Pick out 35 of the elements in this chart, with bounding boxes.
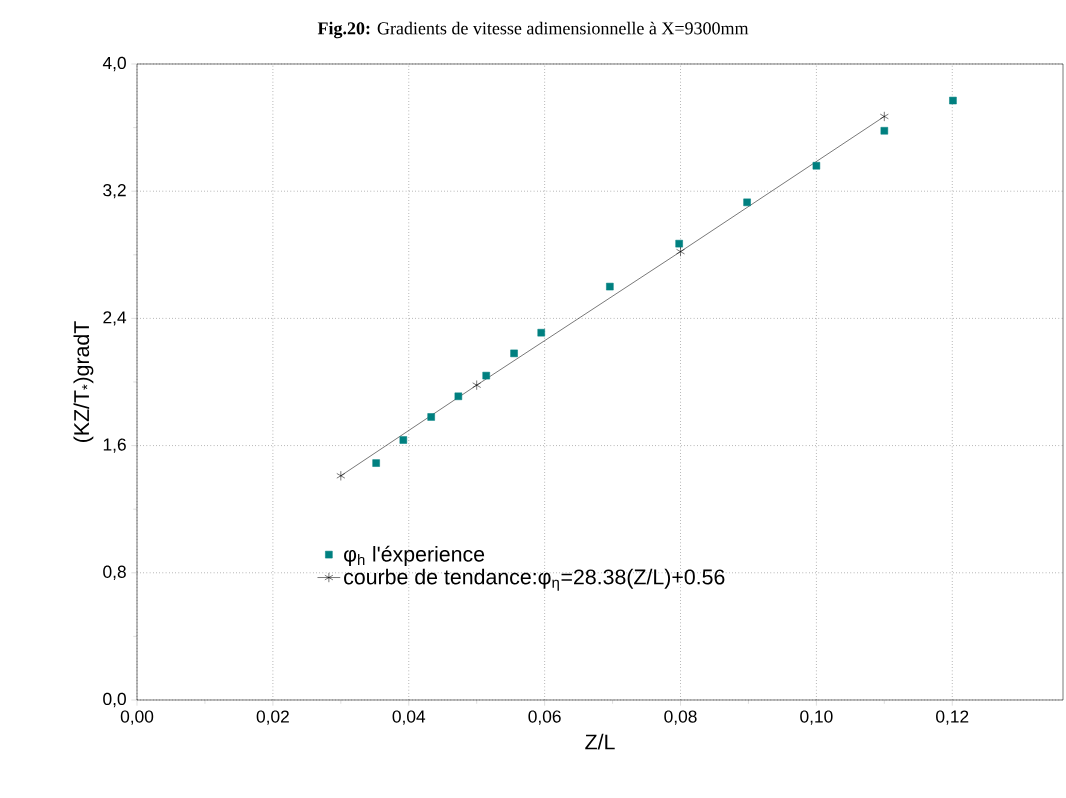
y-tick-label: 0,0 — [103, 692, 126, 708]
point — [454, 392, 463, 401]
x-tick-label: 0,06 — [528, 710, 561, 725]
point — [880, 127, 889, 135]
y-tick-label: 4,0 — [102, 56, 126, 72]
point — [472, 380, 482, 391]
y-tick-label: 2,4 — [103, 311, 127, 326]
legend-label: courbe de tendance:φ$_{η}$=28.38(Z/L)+0.56 — [344, 568, 725, 591]
legend-label: φ$_{h}$ l'éxperience — [344, 545, 485, 566]
y-axis-title: (KZ/T$_{*}$)gradT — [73, 321, 94, 442]
y-tick-label: 3,2 — [103, 184, 126, 199]
x-tick-label: 0,12 — [936, 710, 969, 725]
x-axis-title: Z/L — [585, 733, 615, 750]
point — [399, 436, 408, 444]
point — [482, 371, 490, 380]
point — [675, 239, 683, 248]
point — [676, 246, 685, 257]
y-tick-label: 1,6 — [103, 438, 126, 453]
point — [949, 96, 957, 105]
point — [372, 459, 380, 467]
point — [743, 198, 751, 207]
point — [606, 282, 614, 291]
point — [336, 470, 346, 481]
x-tick-label: 0,04 — [392, 710, 426, 725]
chart-title: Fig.20: Gradients de vitesse adimensionnelle à X=9300mm — [317, 21, 749, 39]
x-tick-label: 0,00 — [120, 710, 154, 725]
y-tick-label: 0,8 — [103, 565, 126, 580]
point — [812, 162, 821, 170]
x-tick-label: 0,10 — [800, 710, 833, 725]
point — [427, 413, 435, 421]
x-tick-label: 0,08 — [664, 710, 697, 725]
point — [510, 349, 518, 358]
point — [537, 328, 545, 337]
point — [880, 111, 889, 122]
x-tick-label: 0,02 — [256, 710, 289, 725]
